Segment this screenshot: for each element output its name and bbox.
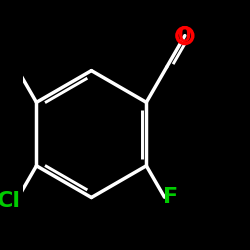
Text: F: F [162, 187, 178, 207]
Text: O: O [178, 26, 192, 46]
Text: Cl: Cl [0, 191, 21, 211]
